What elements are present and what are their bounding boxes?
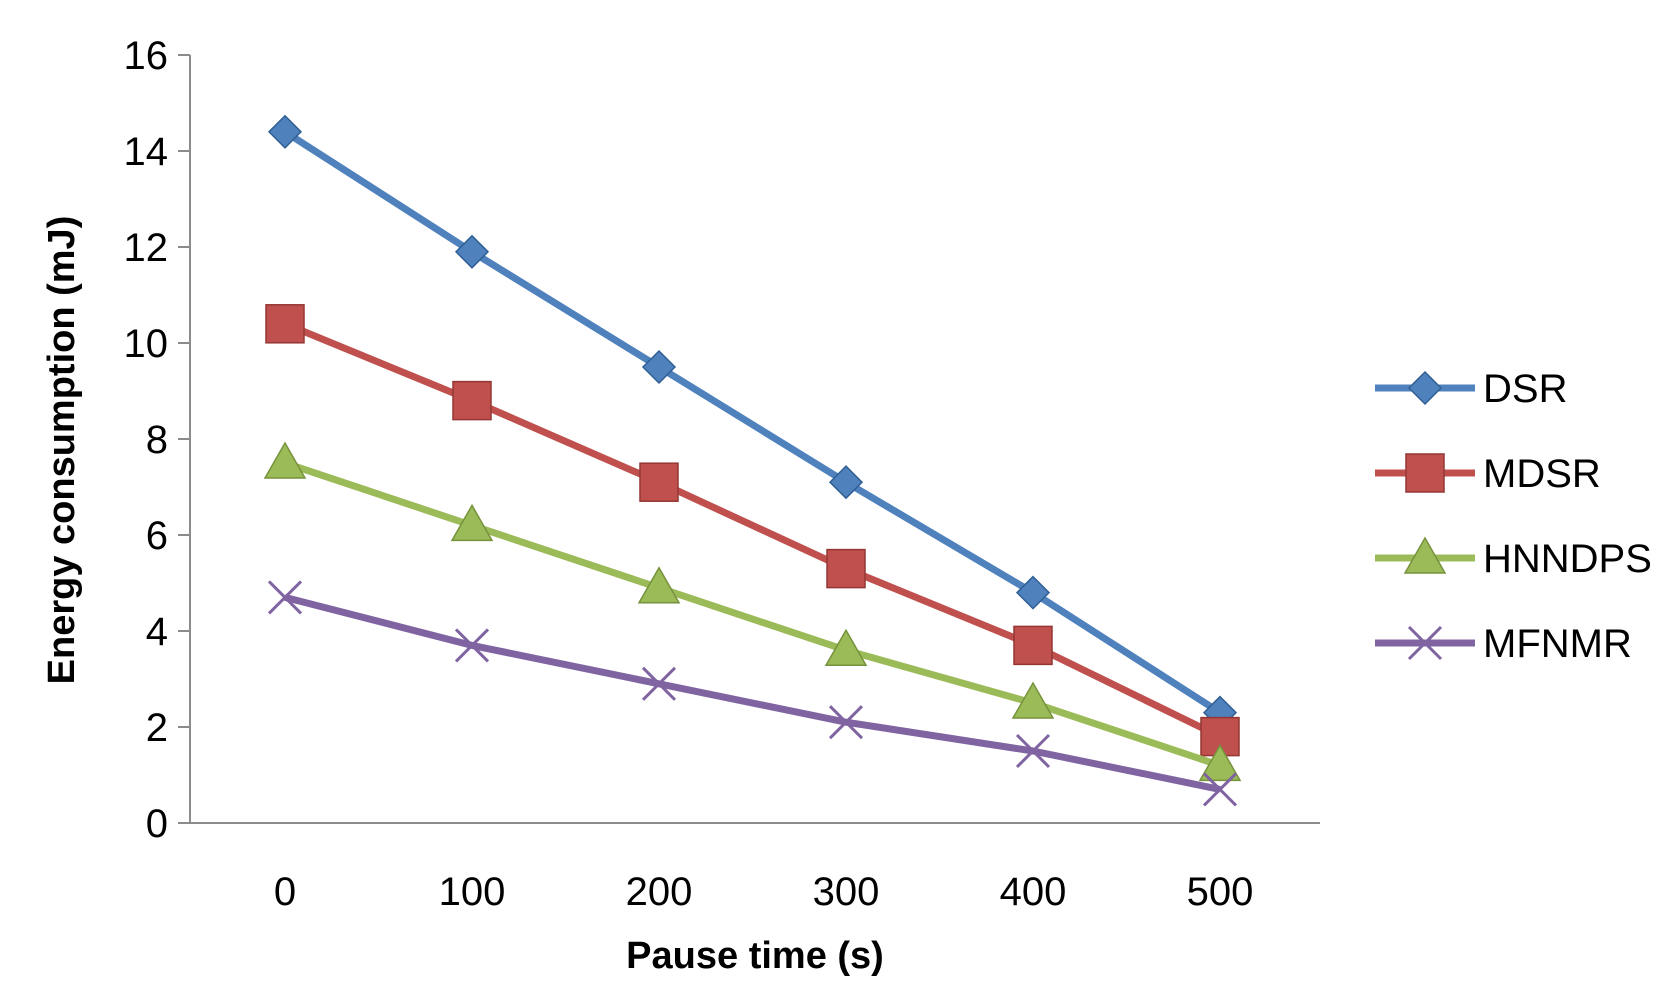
- data-point-hnndps: [824, 628, 868, 666]
- data-point-mdsr: [639, 462, 679, 502]
- data-point-mfnmr: [454, 628, 490, 663]
- y-tick-label: 2: [146, 706, 168, 750]
- data-point-mfnmr: [828, 705, 864, 740]
- x-tick-label: 300: [813, 870, 880, 914]
- legend-label: HNNDPS: [1483, 537, 1652, 581]
- data-point-mfnmr: [641, 666, 677, 701]
- y-tick-label: 16: [124, 34, 169, 78]
- data-point-hnndps: [450, 503, 494, 542]
- legend-item-dsr: DSR: [1375, 367, 1567, 411]
- y-tick-label: 0: [146, 802, 168, 846]
- x-tick-label: 100: [439, 870, 506, 914]
- data-point-dsr: [454, 234, 490, 269]
- data-point-dsr: [641, 349, 677, 385]
- series-line-hnndps: [283, 459, 1222, 769]
- data-point-mdsr: [826, 548, 866, 589]
- y-tick-label: 12: [124, 226, 169, 270]
- series-group: [263, 114, 1242, 807]
- legend-item-hnndps: HNNDPS: [1375, 536, 1652, 581]
- y-axis-ticks: 0 2 4 6 8 10 12 14 16: [124, 34, 190, 846]
- data-point-dsr: [828, 465, 864, 500]
- data-point-dsr: [267, 114, 303, 149]
- y-tick-label: 14: [124, 130, 169, 174]
- series-hnndps: [263, 441, 1242, 782]
- data-point-mfnmr: [267, 580, 303, 615]
- x-tick-label: 400: [1000, 870, 1067, 914]
- data-point-mfnmr: [1015, 733, 1051, 769]
- series-line-mdsr: [283, 320, 1222, 740]
- data-point-hnndps: [637, 566, 681, 604]
- x-tick-label: 200: [626, 870, 693, 914]
- data-point-mfnmr: [1202, 772, 1238, 807]
- series-line-dsr: [283, 128, 1222, 716]
- legend-swatch-marker: [1407, 370, 1443, 406]
- legend-label: DSR: [1483, 367, 1567, 411]
- y-tick-label: 8: [146, 418, 168, 462]
- data-point-mdsr: [1013, 625, 1053, 666]
- data-point-dsr: [1015, 575, 1051, 610]
- x-tick-label: 500: [1187, 870, 1254, 914]
- series-line-mfnmr: [284, 594, 1221, 793]
- x-axis-ticks: 0 100 200 300 400 500: [274, 870, 1254, 914]
- legend-item-mdsr: MDSR: [1375, 452, 1601, 496]
- y-tick-label: 10: [124, 322, 169, 366]
- data-point-hnndps: [263, 441, 307, 479]
- series-dsr: [267, 114, 1238, 730]
- legend-swatch-marker: [1405, 453, 1445, 493]
- y-tick-label: 4: [146, 610, 168, 654]
- y-tick-label: 6: [146, 514, 168, 558]
- legend-swatch-marker: [1407, 625, 1443, 661]
- legend: DSR MDSR HNNDPS MFNMR: [1375, 367, 1652, 666]
- series-mfnmr: [267, 580, 1238, 807]
- series-mdsr: [265, 304, 1240, 757]
- data-point-mdsr: [265, 304, 305, 344]
- legend-label: MDSR: [1483, 452, 1601, 496]
- data-point-hnndps: [1198, 743, 1242, 782]
- data-point-hnndps: [1011, 681, 1055, 719]
- axes: [189, 55, 1320, 824]
- x-axis-title: Pause time (s): [626, 935, 884, 977]
- x-tick-label: 0: [274, 870, 296, 914]
- data-point-mdsr: [452, 380, 492, 421]
- legend-item-mfnmr: MFNMR: [1375, 622, 1632, 666]
- legend-swatch-marker: [1403, 536, 1447, 574]
- legend-label: MFNMR: [1483, 622, 1632, 666]
- y-axis-title: Energy consumption (mJ): [41, 216, 83, 685]
